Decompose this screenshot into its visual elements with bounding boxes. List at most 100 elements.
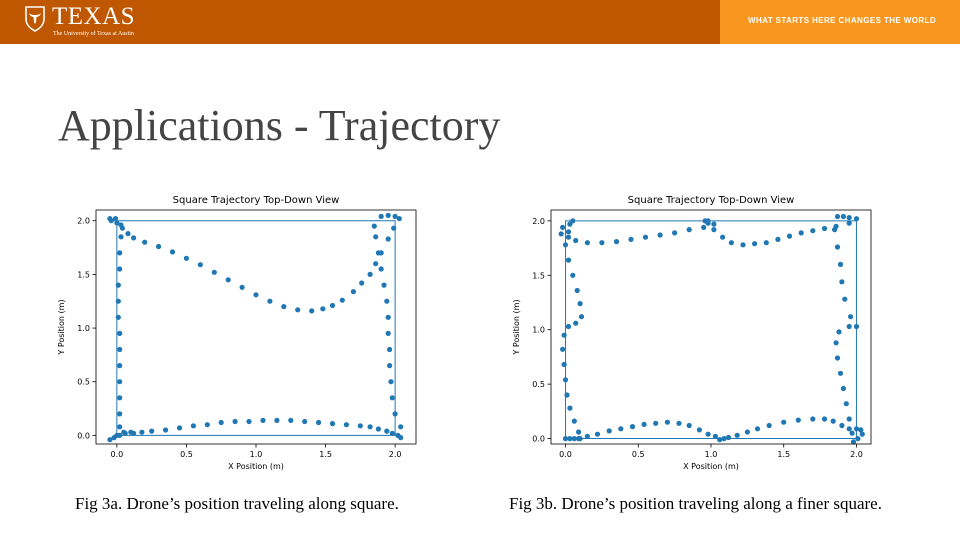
trajectory-point xyxy=(163,427,169,433)
trajectory-point xyxy=(795,417,801,423)
trajectory-point xyxy=(837,261,844,267)
trajectory-point xyxy=(115,314,121,320)
y-tick-label: 1.0 xyxy=(532,326,545,335)
trajectory-point xyxy=(740,242,746,248)
trajectory-point xyxy=(197,262,203,268)
trajectory-point xyxy=(139,429,145,435)
trajectory-point xyxy=(842,296,848,302)
trajectory-point xyxy=(836,329,842,335)
trajectory-point xyxy=(664,419,670,425)
trajectory-point xyxy=(728,240,734,246)
trajectory-point xyxy=(571,436,577,442)
trajectory-point xyxy=(686,422,692,429)
trajectory-point xyxy=(561,361,567,368)
trajectory-point xyxy=(781,419,787,425)
trajectory-point xyxy=(830,418,836,424)
trajectory-point xyxy=(562,436,569,442)
trajectory-point xyxy=(834,244,841,250)
trajectory-point xyxy=(712,433,718,439)
y-tick-label: 0.0 xyxy=(532,435,545,444)
reference-square-line xyxy=(116,220,396,436)
trajectory-point xyxy=(840,213,846,220)
trajectory-point xyxy=(359,280,365,286)
trajectory-point xyxy=(378,266,384,272)
trajectory-point xyxy=(855,436,861,442)
trajectory-point xyxy=(565,323,572,330)
trajectory-point xyxy=(246,418,252,425)
y-axis-label: Y Position (m) xyxy=(512,299,521,355)
trajectory-point xyxy=(385,212,391,218)
trajectory-point xyxy=(858,427,864,433)
trajectory-point xyxy=(117,395,123,401)
trajectory-point xyxy=(843,401,849,407)
x-tick-label: 1.0 xyxy=(250,450,263,459)
trajectory-point xyxy=(117,330,123,336)
x-tick-label: 0.5 xyxy=(180,450,193,459)
trajectory-point xyxy=(613,239,620,245)
trajectory-point xyxy=(385,314,391,320)
trajectory-point xyxy=(309,308,315,314)
trajectory-point xyxy=(560,346,566,352)
trajectory-point xyxy=(821,416,828,422)
trajectory-point xyxy=(302,418,308,425)
trajectory-point xyxy=(107,216,113,222)
trajectory-point xyxy=(849,430,855,436)
trajectory-point xyxy=(628,236,634,242)
trajectory-point xyxy=(810,416,816,422)
trajectory-point xyxy=(567,405,573,411)
y-tick-label: 1.5 xyxy=(77,270,90,279)
trajectory-point xyxy=(725,434,732,441)
trajectory-point xyxy=(618,426,624,432)
trajectory-point xyxy=(316,419,322,426)
trajectory-point xyxy=(833,340,839,346)
trajectory-point xyxy=(859,431,865,437)
trajectory-point xyxy=(384,298,390,304)
trajectory-point xyxy=(156,243,162,250)
trajectory-point xyxy=(576,429,582,435)
trajectory-point xyxy=(387,346,393,353)
trajectory-point xyxy=(846,215,852,221)
trajectory-point xyxy=(721,436,727,442)
trajectory-point xyxy=(389,395,395,401)
trajectory-point xyxy=(657,232,663,238)
trajectory-point xyxy=(717,437,723,443)
trajectory-point xyxy=(115,282,121,288)
trajectory-point xyxy=(392,411,398,417)
trajectory-point xyxy=(295,307,301,313)
trajectory-point xyxy=(343,422,349,428)
trajectory-point xyxy=(810,228,816,234)
trajectory-point xyxy=(396,216,402,222)
chart-title: Square Trajectory Top-Down View xyxy=(628,195,795,206)
trajectory-point xyxy=(225,277,231,283)
trajectory-point xyxy=(107,437,113,443)
trajectory-point xyxy=(118,234,124,240)
trajectory-point xyxy=(260,417,266,423)
y-tick-label: 2.0 xyxy=(532,217,545,226)
trajectory-point xyxy=(388,379,394,385)
trajectory-point xyxy=(570,218,576,224)
trajectory-point xyxy=(375,426,381,432)
trajectory-point xyxy=(367,271,373,277)
trajectory-point xyxy=(560,224,566,230)
trajectory-point xyxy=(117,266,123,272)
trajectory-point xyxy=(798,230,804,236)
trajectory-point xyxy=(676,420,682,426)
trajectory-point xyxy=(839,279,845,285)
logo-subtitle: The University of Texas at Austin xyxy=(53,31,134,37)
trajectory-point xyxy=(839,422,845,429)
trajectory-point xyxy=(117,346,123,353)
trajectory-point xyxy=(653,420,659,426)
trajectory-point xyxy=(696,427,702,433)
trajectory-point xyxy=(281,304,287,310)
trajectory-point xyxy=(642,234,649,240)
trajectory-point xyxy=(834,213,841,220)
trajectory-point xyxy=(218,419,224,426)
trajectory-point xyxy=(558,231,564,237)
trajectory-point xyxy=(744,429,750,435)
x-tick-label: 0.0 xyxy=(111,450,124,459)
trajectory-point xyxy=(253,292,259,298)
trajectory-point xyxy=(115,298,121,304)
trajectory-point xyxy=(641,421,647,427)
trajectory-point xyxy=(561,332,567,338)
trajectory-point xyxy=(573,237,579,244)
